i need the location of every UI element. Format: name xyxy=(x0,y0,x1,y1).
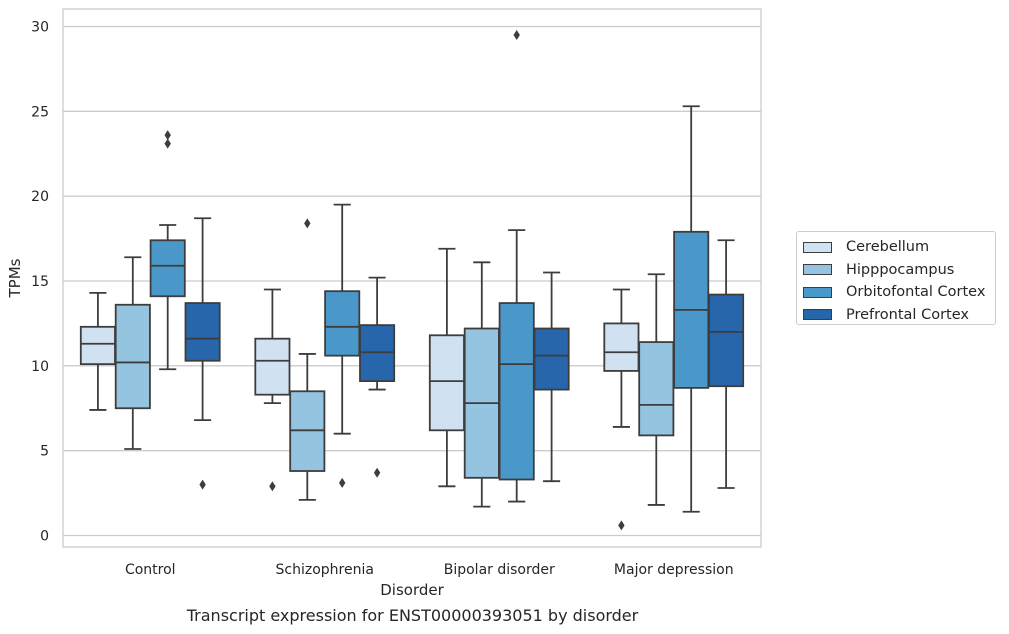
outlier-point xyxy=(269,481,276,492)
outlier-point xyxy=(304,218,311,229)
box-hipppocampus xyxy=(463,261,500,508)
y-tick-label: 0 xyxy=(40,529,49,545)
boxes xyxy=(79,29,745,531)
y-tick-label: 5 xyxy=(40,444,49,460)
legend-item: Orbitofontal Cortex xyxy=(803,281,995,304)
outlier-point xyxy=(164,138,171,149)
box-iqr xyxy=(428,334,465,432)
box-iqr xyxy=(149,239,186,298)
x-tick-labels: Control Schizophrenia Bipolar disorder Majo… xyxy=(125,562,734,578)
outlier-point xyxy=(339,477,346,488)
box-hipppocampus xyxy=(289,218,326,501)
y-tick-label: 20 xyxy=(31,189,49,205)
plot-area-frame xyxy=(62,8,762,548)
legend-label: Hipppocampus xyxy=(846,261,955,278)
box-iqr xyxy=(708,293,745,388)
box-hipppocampus xyxy=(638,273,675,506)
y-axis-title: TPMs xyxy=(6,258,24,298)
outlier-point xyxy=(373,467,381,478)
legend-label: Cerebellum xyxy=(846,239,930,256)
box-orbitofontal-cortex xyxy=(673,105,710,513)
box-hipppocampus xyxy=(114,256,151,450)
figure-caption: Transcript expression for ENST0000039305… xyxy=(186,606,639,625)
legend-swatch xyxy=(803,264,832,276)
outlier-point xyxy=(618,520,625,531)
y-tick-labels: 0 5 10 15 20 25 30 xyxy=(31,20,49,545)
box-iqr xyxy=(638,341,675,437)
legend-swatch xyxy=(803,309,832,321)
box-iqr xyxy=(114,303,151,410)
legend-label: Prefrontal Cortex xyxy=(846,306,969,323)
box-iqr xyxy=(254,337,291,396)
x-axis-title: Disorder xyxy=(380,581,444,599)
box-prefrontal-cortex xyxy=(359,276,396,478)
box-orbitofontal-cortex xyxy=(498,29,535,503)
legend-swatch xyxy=(803,241,832,253)
y-tick-label: 25 xyxy=(31,104,49,120)
box-cerebellum xyxy=(428,247,465,488)
box-iqr xyxy=(603,322,640,372)
legend: Cerebellum Hipppocampus Orbitofontal Corte… xyxy=(796,231,996,325)
box-iqr xyxy=(79,325,116,366)
box-iqr xyxy=(184,302,221,362)
box-iqr xyxy=(324,290,361,357)
outlier-point xyxy=(513,29,520,40)
box-prefrontal-cortex xyxy=(708,239,745,489)
box-cerebellum xyxy=(603,288,640,531)
x-tick-label: Schizophrenia xyxy=(276,562,374,578)
outlier-point xyxy=(164,130,171,141)
x-tick-label: Bipolar disorder xyxy=(444,562,555,578)
box-prefrontal-cortex xyxy=(533,271,570,483)
y-tick-label: 15 xyxy=(31,274,49,290)
box-orbitofontal-cortex xyxy=(149,130,186,371)
legend-label: Orbitofontal Cortex xyxy=(846,284,986,301)
legend-item: Prefrontal Cortex xyxy=(803,304,995,327)
box-cerebellum xyxy=(79,291,116,411)
x-tick-label: Major depression xyxy=(614,562,734,578)
box-iqr xyxy=(533,327,570,391)
legend-item: Hipppocampus xyxy=(803,259,995,282)
box-prefrontal-cortex xyxy=(184,217,221,490)
y-tick-label: 10 xyxy=(31,359,49,375)
outlier-point xyxy=(199,479,206,490)
box-iqr xyxy=(498,302,535,481)
x-tick-label: Control xyxy=(125,562,176,578)
legend-swatch xyxy=(803,286,832,298)
box-cerebellum xyxy=(254,288,291,492)
box-orbitofontal-cortex xyxy=(324,203,361,488)
y-tick-label: 30 xyxy=(31,20,49,36)
legend-item: Cerebellum xyxy=(803,236,995,259)
